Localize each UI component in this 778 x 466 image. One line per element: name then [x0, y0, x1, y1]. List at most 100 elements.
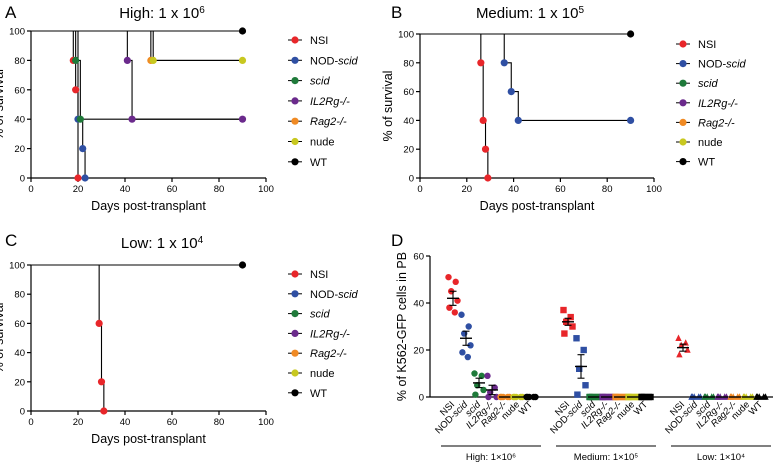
series-line-scid: [31, 30, 243, 120]
y-axis-label: % of survival: [0, 303, 6, 374]
x-tick-label: 80: [214, 184, 225, 195]
y-tick-label: 0: [419, 393, 424, 404]
chart-title-B: Medium: 1 x 105: [476, 5, 585, 23]
legend-marker-NSI: [291, 36, 299, 44]
series-line-Rag2-/-: [31, 30, 243, 61]
y-tick-label: 80: [14, 290, 25, 301]
y-tick-label: 60: [14, 319, 25, 330]
data-point-NSI: [484, 174, 492, 182]
series-line-NSI: [420, 33, 489, 178]
data-point-Medium-NSI: [567, 313, 574, 321]
data-point-NSI: [72, 86, 80, 94]
x-tick-label: 60: [555, 184, 566, 195]
legend-label-Rag2-/-: Rag2-/-: [698, 117, 735, 129]
y-tick-label: 80: [14, 56, 25, 67]
legend-label-italic: IL2Rg-/-: [310, 96, 350, 108]
data-point-High-NSI: [445, 273, 452, 281]
legend-label-nude: nude: [310, 368, 334, 380]
legend-marker-Rag2-/-: [291, 117, 299, 125]
legend-marker-IL2Rg-/-: [291, 97, 299, 105]
legend-label-NSI: NSI: [698, 39, 716, 51]
chart-title-superscript: 4: [198, 235, 204, 246]
y-tick-label: 40: [14, 115, 25, 126]
y-tick-label: 100: [9, 27, 25, 38]
data-point-High-NSI: [452, 278, 459, 286]
category-label-WT: WT: [632, 399, 650, 417]
legend-label-italic: scid: [310, 76, 330, 88]
data-point-High-IL2Rg-/-: [491, 384, 498, 391]
data-point-Medium-NSI: [569, 323, 576, 330]
x-axis-label: Days post-transplant: [91, 432, 206, 446]
y-tick-label: 20: [403, 145, 414, 156]
x-tick-label: 40: [120, 184, 131, 195]
y-tick-label: 0: [409, 174, 414, 185]
data-point-Medium-NSI: [560, 306, 567, 314]
legend-marker-WT: [291, 158, 299, 166]
x-tick-label: 0: [28, 184, 33, 195]
panel-letter-C: C: [5, 231, 17, 250]
legend-marker-WT: [291, 389, 299, 397]
x-tick-label: 60: [167, 184, 178, 195]
legend-label-Rag2-/-: Rag2-/-: [310, 348, 347, 360]
y-tick-label: 100: [9, 261, 25, 272]
data-point-NSI: [477, 59, 485, 67]
chart-title-A: High: 1 x 106: [119, 5, 205, 23]
data-point-High-NOD-scid: [465, 323, 472, 330]
data-point-Medium-NOD-scid: [580, 346, 587, 354]
data-point-Low-NSI: [676, 351, 683, 358]
legend-marker-nude: [291, 137, 299, 146]
y-tick-label: 0: [20, 407, 25, 418]
data-point-High-IL2Rg-/-: [485, 393, 492, 401]
data-point-High-NOD-scid: [458, 311, 465, 318]
x-tick-label: 40: [508, 184, 519, 195]
data-point-High-NSI: [454, 297, 461, 304]
data-point-NSI: [100, 407, 108, 415]
panel-letter-A: A: [5, 3, 17, 22]
y-axis-label: % of survival: [381, 71, 395, 142]
legend-label-italic: Rag2-/-: [698, 117, 735, 129]
legend-marker-Rag2-/-: [679, 118, 687, 126]
data-point-Medium-NSI: [561, 330, 568, 337]
legend-label-IL2Rg-/-: IL2Rg-/-: [310, 328, 350, 340]
panel-letter-D: D: [391, 231, 403, 250]
y-tick-label: 0: [20, 174, 25, 185]
legend-label-NSI: NSI: [310, 269, 328, 281]
x-tick-label: 40: [120, 417, 131, 428]
y-tick-label: 60: [403, 87, 414, 98]
legend-marker-Rag2-/-: [291, 349, 299, 357]
legend-marker-NSI: [291, 270, 299, 278]
legend-label-NSI: NSI: [310, 35, 328, 47]
panel-B: B Medium: 1 x 105 0 20 40 60 80 100 0 20 40 60 80 100…: [381, 3, 747, 213]
x-tick-label: 20: [73, 417, 84, 428]
data-point-High-scid: [480, 386, 487, 394]
x-axis-label: Days post-transplant: [480, 199, 595, 213]
legend-label-WT: WT: [698, 157, 715, 169]
y-tick-label: 80: [403, 58, 414, 69]
legend-label-nude: nude: [698, 137, 722, 149]
chart-title-superscript: 5: [578, 5, 584, 16]
data-point-NSI: [95, 319, 103, 327]
legend-label-nude: nude: [310, 137, 334, 149]
data-point-High-NOD-scid: [467, 342, 474, 349]
data-point-High-IL2Rg-/-: [484, 372, 491, 380]
data-point-High-NOD-scid: [459, 349, 466, 356]
legend-label-IL2Rg-/-: IL2Rg-/-: [310, 96, 350, 108]
panel-A: A High: 1 x 106 0 20 40 60 80 100 0 20 40 60 80 100 Da…: [0, 3, 359, 213]
legend-marker-scid: [291, 310, 299, 318]
legend-label-scid: scid: [698, 78, 718, 90]
data-point-NOD-scid: [507, 88, 515, 96]
y-tick-label: 40: [403, 116, 414, 127]
y-tick-label: 40: [413, 299, 424, 310]
legend-label-italic: IL2Rg-/-: [310, 328, 350, 340]
legend-label-scid: scid: [310, 76, 330, 88]
data-point-scid: [72, 56, 80, 64]
group-label-High: High: 1×10⁶: [466, 452, 516, 463]
data-point-NOD-scid: [81, 174, 89, 182]
data-point-NSI: [479, 116, 487, 124]
data-point-WT: [238, 27, 247, 35]
data-point-High-NSI: [446, 304, 453, 311]
group-label-Medium: Medium: 1×10⁵: [574, 452, 638, 463]
x-axis-label: Days post-transplant: [91, 199, 206, 213]
